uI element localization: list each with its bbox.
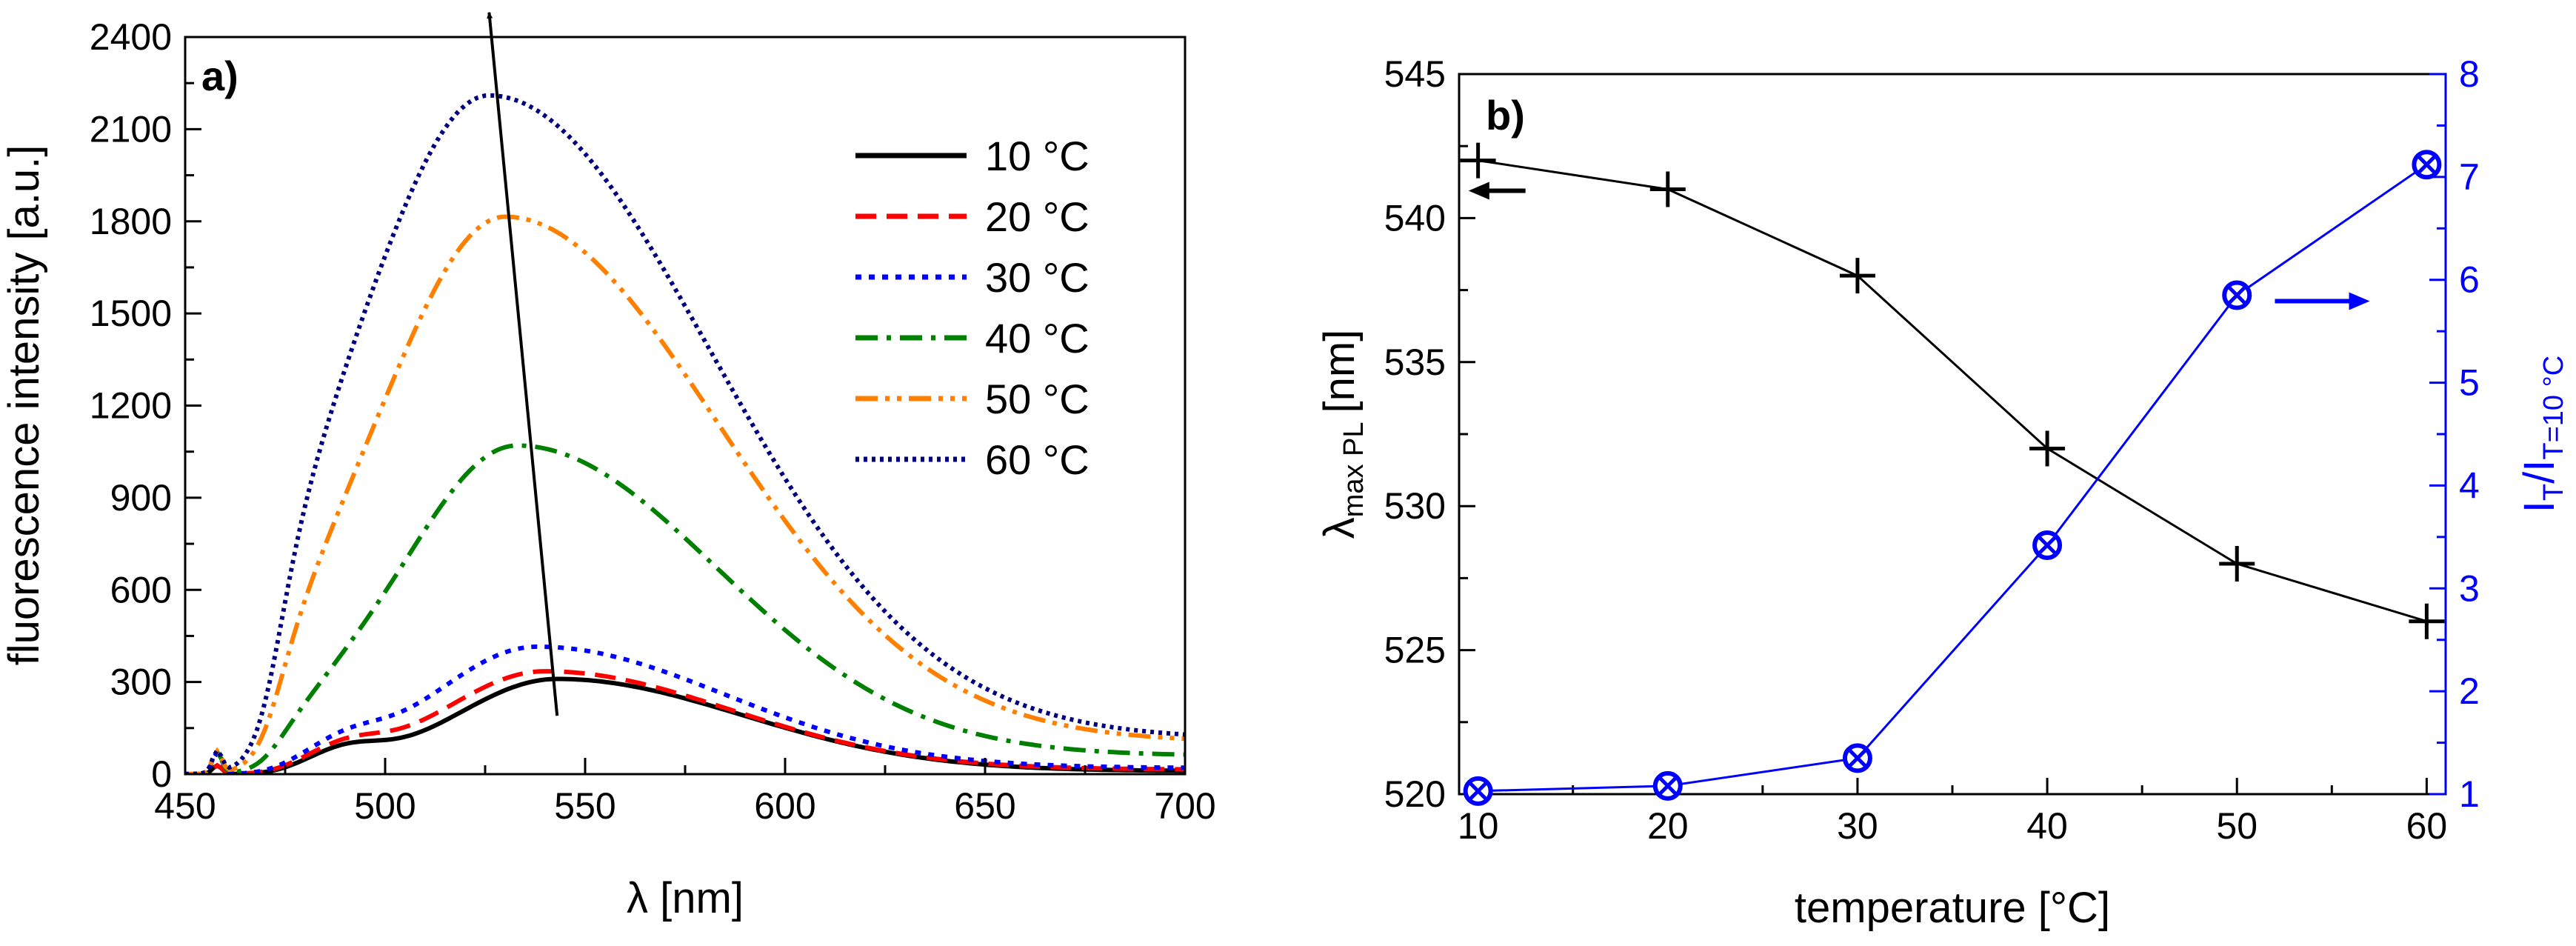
chart-a-x-axis-label: λ [nm] <box>627 874 744 922</box>
circle-marker-x2 <box>2416 154 2437 175</box>
legend-label-2: 20 °C <box>985 193 1090 240</box>
chart-b-left-tick-label: 535 <box>1384 342 1446 383</box>
chart-a-y-tick-label: 1200 <box>90 385 172 427</box>
chart-a-y-axis-label: fluorescence intensity [a.u.] <box>0 145 48 666</box>
chart-b-series-2-point <box>2032 530 2063 560</box>
legend-label-3: 30 °C <box>985 254 1090 301</box>
left-label-sub: max PL <box>1338 422 1369 517</box>
chart-b-x-axis-label: temperature [°C] <box>1795 884 2110 932</box>
chart-a-legend: 10 °C 20 °C 30 °C 40 °C 50 °C 60 °C <box>855 133 1090 483</box>
chart-b-right-tick-label: 5 <box>2459 362 2480 404</box>
chart-b-left-tick-label: 530 <box>1384 485 1446 527</box>
chart-b-series-1-point <box>1460 142 1496 179</box>
chart-a-y-tick-label: 1500 <box>90 293 172 334</box>
chart-b-series-2-point <box>2222 280 2252 310</box>
chart-a-x-tick-label: 450 <box>154 785 216 827</box>
chart-b-left-axis-label: λmax PL [nm] <box>1315 330 1369 539</box>
chart-b-series-2-point <box>1652 770 1683 801</box>
chart-b-right-tick-label: 4 <box>2459 464 2480 506</box>
chart-b-x-tick-label: 60 <box>2406 805 2448 847</box>
chart-b-right-tick-label: 1 <box>2459 773 2480 815</box>
chart-b-right-tick-label: 2 <box>2459 670 2480 712</box>
chart-b-series-1-point <box>2029 430 2066 467</box>
chart-a-y-tick-label: 600 <box>110 569 172 610</box>
chart-b-panel-label: b) <box>1486 92 1525 139</box>
chart-b-x-tick-label: 50 <box>2216 805 2258 847</box>
circle-marker-x2 <box>1658 776 1678 796</box>
chart-b-series-2-point <box>1463 776 1493 806</box>
chart-a-y-ticks: 0 300 600 900 1200 1500 1800 2100 2400 <box>90 16 201 795</box>
svg-text:IT/IT=10 °C: IT/IT=10 °C <box>2515 356 2569 513</box>
chart-a-series-1-line <box>185 676 1185 774</box>
chart-a-x-ticks: 450 500 550 600 650 700 <box>154 758 1216 827</box>
chart-a-series-3-line <box>185 644 1185 774</box>
circle-marker-x2 <box>1847 747 1868 769</box>
right-label-b-sub: T=10 °C <box>2538 356 2569 460</box>
chart-b-series-2-point <box>1842 743 1872 773</box>
chart-b-frame <box>1458 73 2447 796</box>
chart-a-series-5-line <box>185 214 1185 774</box>
chart-b-left-tick-label: 525 <box>1384 630 1446 671</box>
chart-a-y-tick-label: 1800 <box>90 201 172 242</box>
chart-b-series-1-point <box>1649 171 1686 207</box>
chart-a-y-tick-label: 2100 <box>90 108 172 150</box>
chart-b-axis-arrow-1-head <box>1468 181 1489 200</box>
right-label-a-sub: T <box>2538 484 2569 501</box>
chart-a-plot-area <box>185 93 1185 774</box>
left-label-unit: [nm] <box>1315 330 1364 413</box>
chart-b-series <box>1460 142 2445 806</box>
legend-label-4: 40 °C <box>985 315 1090 362</box>
chart-b: 10 20 30 40 50 60 520 525 530 535 540 545 1 2 3 4 5 6 7 8… <box>1315 53 2569 932</box>
chart-b-series-2-point <box>2412 150 2442 180</box>
chart-a-y-tick-label: 0 <box>151 753 172 795</box>
chart-b-right-tick-label: 6 <box>2459 259 2480 301</box>
left-label-main: λ <box>1315 517 1364 539</box>
circle-marker-x2 <box>1467 781 1489 802</box>
chart-a-panel-label: a) <box>201 53 238 99</box>
chart-a: 450 500 550 600 650 700 0 300 600 900 1200 1500 180… <box>0 11 1216 922</box>
chart-b-x-tick-label: 20 <box>1647 805 1689 847</box>
chart-a-series-4-line <box>185 443 1185 774</box>
chart-a-x-tick-label: 700 <box>1154 785 1215 827</box>
chart-a-series-2-line <box>185 669 1185 774</box>
chart-a-x-tick-label: 550 <box>554 785 615 827</box>
chart-b-left-tick-label: 540 <box>1384 197 1446 239</box>
chart-a-y-tick-label: 2400 <box>90 16 172 58</box>
chart-b-right-axis-label: IT/IT=10 °C <box>2515 356 2569 513</box>
chart-b-right-ticks: 1 2 3 4 5 6 7 8 <box>2429 53 2480 815</box>
right-label-a: I <box>2515 501 2563 513</box>
chart-b-series-1-point <box>1839 258 1875 294</box>
chart-a-x-tick-label: 500 <box>354 785 416 827</box>
chart-a-shift-arrow <box>487 11 559 716</box>
legend-label-5: 50 °C <box>985 376 1090 422</box>
right-label-b: /I <box>2515 460 2563 484</box>
chart-b-series-1-point <box>2409 603 2445 639</box>
chart-b-x-tick-label: 10 <box>1458 805 1499 847</box>
chart-a-y-tick-label: 300 <box>110 662 172 703</box>
chart-b-x-ticks: 10 20 30 40 50 60 <box>1458 778 2447 847</box>
chart-a-y-tick-label: 900 <box>110 477 172 519</box>
legend-label-1: 10 °C <box>985 133 1090 179</box>
chart-b-series-1-line <box>1478 159 2427 623</box>
chart-b-left-ticks: 520 525 530 535 540 545 <box>1384 53 1475 815</box>
chart-b-right-tick-label: 3 <box>2459 567 2480 609</box>
chart-b-axis-arrow-2-head <box>2349 292 2370 310</box>
circle-marker-x2 <box>2226 284 2247 306</box>
svg-text:λmax PL[nm]: λmax PL [nm] <box>1315 330 1369 539</box>
legend-label-6: 60 °C <box>985 436 1090 483</box>
circle-marker-x2 <box>2037 535 2058 556</box>
chart-a-x-tick-label: 650 <box>954 785 1015 827</box>
chart-b-right-tick-label: 7 <box>2459 156 2480 198</box>
chart-b-left-tick-label: 545 <box>1384 53 1446 95</box>
chart-b-series-2-line <box>1478 163 2428 793</box>
chart-b-left-tick-label: 520 <box>1384 773 1446 815</box>
chart-b-right-tick-label: 8 <box>2459 53 2480 95</box>
chart-a-series-6-line <box>185 93 1185 774</box>
chart-b-x-tick-label: 40 <box>2026 805 2068 847</box>
chart-b-x-tick-label: 30 <box>1837 805 1878 847</box>
chart-b-series-1-point <box>2219 545 2255 582</box>
chart-a-x-tick-label: 600 <box>754 785 815 827</box>
